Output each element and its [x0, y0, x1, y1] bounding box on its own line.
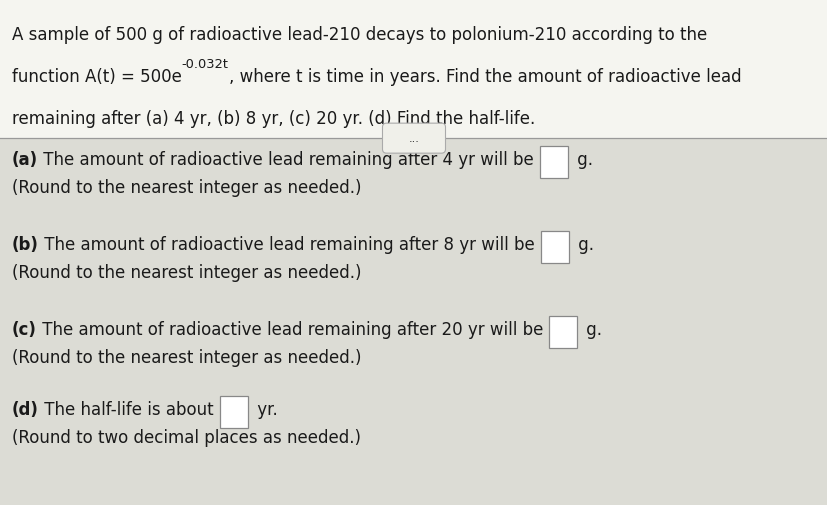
Text: The amount of radioactive lead remaining after 8 yr will be: The amount of radioactive lead remaining…	[39, 235, 534, 254]
Text: (c): (c)	[12, 320, 37, 338]
Text: g.: g.	[581, 320, 601, 338]
Text: The amount of radioactive lead remaining after 4 yr will be: The amount of radioactive lead remaining…	[38, 150, 533, 169]
Text: g.: g.	[571, 150, 592, 169]
FancyBboxPatch shape	[548, 316, 576, 348]
Text: (Round to the nearest integer as needed.): (Round to the nearest integer as needed.…	[12, 348, 361, 366]
Text: (Round to the nearest integer as needed.): (Round to the nearest integer as needed.…	[12, 179, 361, 196]
FancyBboxPatch shape	[539, 147, 567, 179]
Text: -0.032t: -0.032t	[182, 58, 228, 71]
Text: function A(t) = 500e: function A(t) = 500e	[12, 68, 182, 86]
Text: (a): (a)	[12, 150, 38, 169]
Text: (Round to the nearest integer as needed.): (Round to the nearest integer as needed.…	[12, 264, 361, 281]
Text: ...: ...	[408, 134, 419, 144]
Text: yr.: yr.	[251, 400, 277, 418]
Bar	[0, 139, 827, 505]
Text: g.: g.	[572, 235, 593, 254]
Text: (Round to two decimal places as needed.): (Round to two decimal places as needed.)	[12, 428, 361, 446]
Bar	[0, 0, 827, 139]
FancyBboxPatch shape	[540, 231, 568, 264]
Text: , where t is time in years. Find the amount of radioactive lead: , where t is time in years. Find the amo…	[228, 68, 741, 86]
Text: (d): (d)	[12, 400, 39, 418]
Text: A sample of 500 g of radioactive lead-210 decays to polonium-210 according to th: A sample of 500 g of radioactive lead-21…	[12, 26, 706, 44]
FancyBboxPatch shape	[382, 124, 445, 154]
Text: The half-life is about: The half-life is about	[39, 400, 213, 418]
Text: remaining after (a) 4 yr, (b) 8 yr, (c) 20 yr. (d) Find the half-life.: remaining after (a) 4 yr, (b) 8 yr, (c) …	[12, 110, 534, 128]
Text: (b): (b)	[12, 235, 39, 254]
FancyBboxPatch shape	[219, 396, 247, 428]
Text: The amount of radioactive lead remaining after 20 yr will be: The amount of radioactive lead remaining…	[37, 320, 543, 338]
